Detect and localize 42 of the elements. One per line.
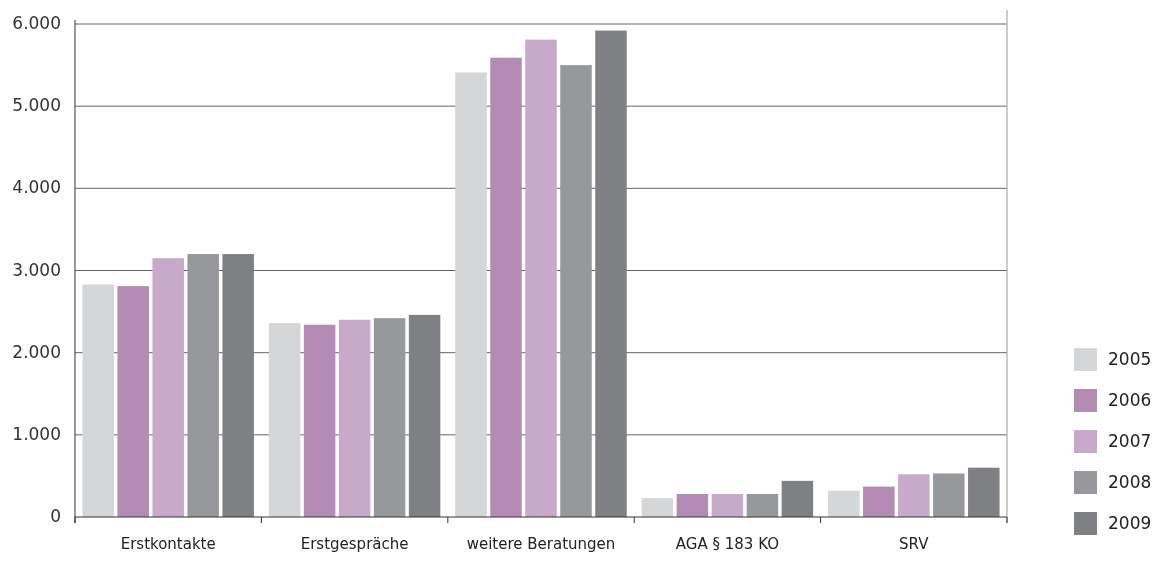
bar <box>863 486 895 517</box>
bar <box>933 473 965 517</box>
bar <box>560 65 592 517</box>
bar <box>828 490 860 517</box>
bar <box>676 493 709 517</box>
bar <box>641 498 674 517</box>
legend-label: 2005 <box>1108 349 1152 369</box>
bar <box>268 323 301 517</box>
x-tick-label: SRV <box>899 535 930 553</box>
bar <box>711 493 744 517</box>
bar <box>222 254 254 517</box>
bar <box>82 284 114 517</box>
legend-label: 2009 <box>1108 513 1152 533</box>
x-tick-label: weitere Beratungen <box>466 535 616 553</box>
bar <box>455 72 487 517</box>
bar <box>117 286 149 517</box>
bar <box>781 480 814 517</box>
x-tick-label: Erstkontakte <box>120 535 216 553</box>
legend-label: 2007 <box>1108 431 1152 451</box>
y-tick-label: 2.000 <box>12 341 61 362</box>
x-tick-label: Erstgespräche <box>300 535 409 553</box>
x-tick-label: AGA § 183 KO <box>675 535 779 553</box>
bar <box>408 314 441 517</box>
y-tick-label: 0 <box>50 506 61 526</box>
bar <box>746 493 779 517</box>
bar <box>338 319 371 517</box>
bar <box>187 254 219 517</box>
bar <box>968 467 1000 517</box>
bar <box>595 30 627 517</box>
y-tick-label: 6.000 <box>12 13 61 33</box>
legend-label: 2008 <box>1108 472 1152 492</box>
bar <box>152 258 184 517</box>
legend-label: 2006 <box>1108 390 1152 410</box>
y-tick-label: 1.000 <box>12 423 61 444</box>
y-tick-label: 5.000 <box>12 95 61 116</box>
bar <box>490 57 522 517</box>
bar <box>373 318 406 517</box>
y-tick-label: 3.000 <box>12 259 61 280</box>
bar <box>303 324 336 517</box>
y-tick-label: 4.000 <box>12 177 61 198</box>
bar <box>898 474 930 517</box>
bar <box>525 39 557 517</box>
